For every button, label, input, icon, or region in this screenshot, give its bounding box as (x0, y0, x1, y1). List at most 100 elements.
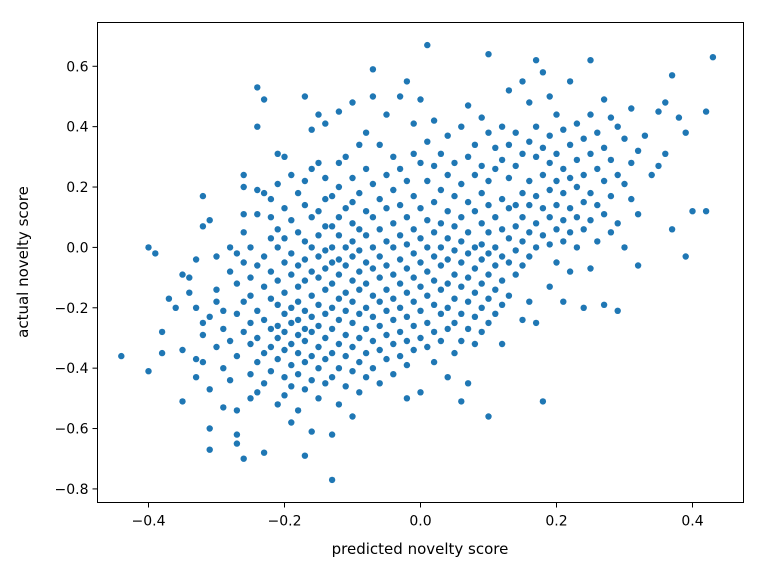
data-point (709, 54, 717, 61)
data-point (158, 349, 166, 357)
data-point (328, 304, 336, 311)
data-point (383, 307, 390, 314)
data-point (240, 259, 247, 266)
data-point (383, 238, 390, 245)
data-point (594, 165, 601, 173)
data-point (403, 313, 411, 320)
data-point (628, 105, 635, 112)
data-point (560, 217, 567, 224)
data-point (369, 244, 377, 251)
data-point (417, 235, 424, 242)
data-point (294, 371, 302, 378)
data-point (288, 217, 295, 224)
data-point (417, 389, 424, 396)
data-point (213, 343, 220, 351)
data-point (390, 271, 397, 278)
data-point (478, 189, 485, 197)
data-point (260, 96, 268, 103)
data-point (376, 298, 383, 305)
data-point (247, 340, 254, 348)
data-point (580, 226, 587, 233)
data-point (226, 337, 234, 345)
data-point (362, 304, 370, 311)
data-point (288, 340, 295, 348)
data-point (240, 171, 247, 179)
data-point (444, 256, 451, 263)
data-point (417, 96, 424, 103)
data-point (600, 301, 608, 308)
data-point (335, 108, 343, 115)
data-point (267, 195, 275, 203)
data-point (322, 380, 329, 387)
data-point (587, 265, 594, 272)
data-point (390, 244, 397, 251)
data-point (430, 198, 438, 206)
data-point (464, 229, 472, 236)
data-point (410, 274, 417, 281)
data-point (682, 129, 689, 136)
data-point (587, 150, 594, 157)
data-point (424, 138, 431, 145)
data-point (254, 307, 261, 314)
data-point (260, 349, 268, 357)
data-point (315, 301, 322, 308)
data-point (492, 144, 499, 151)
data-point (383, 286, 390, 293)
data-point (288, 171, 295, 179)
data-point (566, 205, 574, 212)
data-point (546, 93, 553, 100)
data-point (322, 355, 329, 363)
data-point (403, 265, 411, 272)
data-point (396, 304, 404, 311)
data-point (539, 232, 547, 239)
data-point (553, 150, 560, 157)
data-point (152, 250, 159, 257)
data-point (362, 129, 370, 136)
data-point (403, 177, 411, 185)
data-point (315, 395, 322, 402)
data-point (492, 244, 499, 251)
x-axis-label: predicted novelty score (332, 540, 509, 558)
data-point (383, 331, 390, 339)
data-point (356, 310, 363, 317)
data-point (335, 340, 343, 348)
data-point (634, 211, 642, 218)
data-point (335, 295, 343, 302)
data-point (308, 377, 315, 384)
data-point (444, 280, 451, 287)
data-point (396, 256, 404, 263)
x-axis: −0.4 −0.2 0.0 0.2 0.4 (132, 502, 704, 530)
data-point (308, 313, 315, 320)
data-point (546, 241, 553, 248)
data-point (390, 340, 397, 348)
data-point (294, 298, 302, 305)
data-point (662, 99, 669, 106)
data-point (233, 352, 241, 360)
data-point (322, 120, 329, 127)
data-point (444, 235, 451, 242)
data-point (362, 325, 370, 333)
data-point (444, 171, 451, 179)
data-point (451, 223, 458, 230)
data-point (288, 383, 295, 390)
data-point (512, 223, 519, 230)
data-point (254, 211, 261, 218)
data-point (519, 150, 526, 157)
data-point (342, 352, 349, 360)
data-point (274, 244, 281, 251)
data-point (240, 328, 247, 336)
data-point (471, 244, 479, 251)
data-point (226, 244, 234, 251)
data-point (539, 171, 547, 179)
data-point (614, 171, 621, 179)
data-point (199, 319, 207, 327)
data-point (281, 235, 288, 242)
data-point (186, 289, 193, 296)
data-point (260, 283, 268, 290)
data-point (274, 334, 281, 342)
data-point (349, 253, 356, 260)
data-point (362, 208, 370, 215)
data-point (437, 186, 445, 194)
data-point (526, 298, 533, 305)
data-point (566, 174, 574, 182)
